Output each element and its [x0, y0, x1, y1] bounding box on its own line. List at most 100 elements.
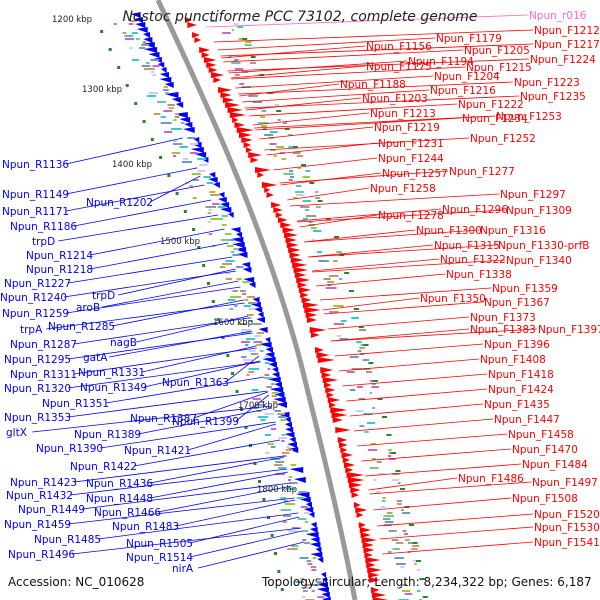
forward-gene-label: Npun_F1252 [470, 133, 536, 145]
forward-gene-arrow [355, 507, 368, 513]
feature-mark-inner-left [248, 308, 255, 310]
forward-label-leader [273, 157, 378, 171]
forward-gene-arrow [250, 157, 259, 163]
scale-tick-mark [280, 588, 284, 591]
forward-label-leader [238, 81, 514, 95]
feature-mark-inner-left [130, 20, 137, 22]
feature-mark-inner-left [289, 482, 298, 484]
feature-mark-inner-right [383, 515, 395, 517]
reverse-gene-label: Npun_R1186 [10, 221, 77, 233]
forward-label-leader [304, 229, 416, 243]
forward-gene-label: Npun_F1373 [470, 312, 536, 324]
feature-mark-outer-left [275, 473, 286, 475]
reverse-gene-arrow [230, 227, 241, 233]
reverse-label-leader [65, 286, 241, 314]
feature-mark-outer-left [181, 161, 193, 163]
reverse-label-leader [67, 256, 233, 284]
feature-mark-inner-right [290, 176, 295, 178]
reverse-gene-arrow [236, 252, 248, 258]
feature-mark-inner-left [277, 413, 286, 415]
forward-label-leader [280, 172, 382, 186]
forward-label-leader [279, 170, 449, 184]
reverse-gene-label: Npun_R1485 [34, 534, 101, 546]
reverse-label-leader [175, 499, 296, 527]
scale-tick-mark [125, 84, 129, 87]
reverse-gene-arrow [130, 12, 141, 18]
map-title: Nostoc punctiforme PCC 73102, complete g… [122, 9, 478, 25]
kbp-label: 1500 kbp [160, 237, 200, 247]
scale-tick-mark [108, 48, 112, 51]
forward-gene-label: Npun_F1520 [534, 509, 600, 521]
forward-gene-label: Npun_F1300 [416, 225, 482, 237]
feature-mark-inner-left [290, 464, 297, 466]
reverse-gene-arrow [272, 367, 279, 373]
forward-label-leader [379, 526, 534, 540]
feature-mark-inner-left [271, 392, 279, 394]
scale-tick-mark [368, 362, 374, 364]
reverse-label-leader [73, 455, 285, 483]
feature-mark-outer-left [234, 305, 238, 307]
forward-gene-label: Npun_F1215 [466, 62, 532, 74]
reverse-label-leader [137, 407, 273, 435]
reverse-gene-arrow [321, 577, 328, 583]
scale-tick-mark [377, 398, 383, 400]
feature-mark-inner-right [382, 518, 391, 520]
forward-gene-arrow [248, 152, 263, 158]
forward-gene-arrow [266, 192, 274, 198]
reverse-gene-label: Npun_R1448 [86, 493, 153, 505]
feature-mark-outer-left [248, 350, 256, 352]
forward-gene-arrow [300, 292, 309, 298]
reverse-gene-arrow [135, 22, 146, 28]
forward-gene-arrow [192, 32, 200, 38]
scale-tick-mark [192, 228, 196, 231]
feature-mark-inner-left [291, 488, 296, 490]
forward-label-leader [296, 208, 442, 222]
feature-mark-outer-left [283, 500, 288, 502]
feature-mark-outer-left [285, 488, 293, 490]
scale-tick-mark [211, 300, 215, 303]
forward-label-leader [308, 244, 434, 258]
forward-gene-arrow [351, 492, 360, 498]
feature-mark-outer-left [229, 308, 234, 310]
feature-mark-inner-left [281, 434, 286, 436]
feature-mark-inner-left [310, 566, 317, 568]
kbp-label: 1800 kbp [257, 485, 297, 495]
reverse-gene-label: Npun_R1423 [10, 477, 77, 489]
forward-gene-label: Npun_F1418 [488, 369, 554, 381]
feature-mark-inner-left [286, 446, 290, 448]
forward-label-leader [357, 433, 508, 447]
scale-tick-mark [117, 66, 121, 69]
forward-gene-arrow [273, 207, 283, 213]
forward-gene-arrow [325, 387, 336, 393]
reverse-gene-arrow [164, 82, 174, 88]
feature-mark-outer-left [163, 110, 173, 112]
feature-mark-outer-left [208, 233, 213, 235]
feature-mark-inner-right [371, 458, 376, 460]
reverse-gene-arrow [295, 492, 310, 498]
feature-mark-outer-left [264, 413, 274, 415]
left-label-leaders [32, 137, 305, 569]
scale-tick-mark [244, 426, 248, 429]
forward-label-leader [217, 37, 436, 51]
feature-mark-inner-right [305, 215, 317, 217]
reverse-gene-label: Npun_R1295 [4, 354, 71, 366]
forward-gene-label: Npun_F1179 [436, 33, 502, 45]
forward-label-leader [231, 66, 466, 80]
feature-mark-inner-left [280, 419, 286, 421]
forward-gene-arrow [342, 457, 350, 463]
feature-mark-inner-left [163, 86, 168, 88]
forward-gene-arrow [345, 467, 354, 473]
scale-tick-mark [197, 246, 201, 249]
forward-gene-arrow [364, 552, 373, 558]
forward-gene-arrow [285, 237, 297, 243]
forward-gene-arrow [243, 142, 252, 148]
reverse-gene-label: Npun_R1421 [124, 445, 191, 457]
forward-gene-arrow [330, 407, 348, 413]
forward-gene-label: Npun_F1156 [366, 41, 432, 53]
feature-mark-outer-right [237, 26, 244, 28]
feature-mark-outer-left [295, 581, 304, 583]
feature-mark-outer-left [252, 398, 261, 400]
reverse-gene-arrow [133, 17, 143, 23]
feature-mark-outer-left [251, 389, 259, 391]
feature-mark-outer-left [282, 521, 287, 523]
